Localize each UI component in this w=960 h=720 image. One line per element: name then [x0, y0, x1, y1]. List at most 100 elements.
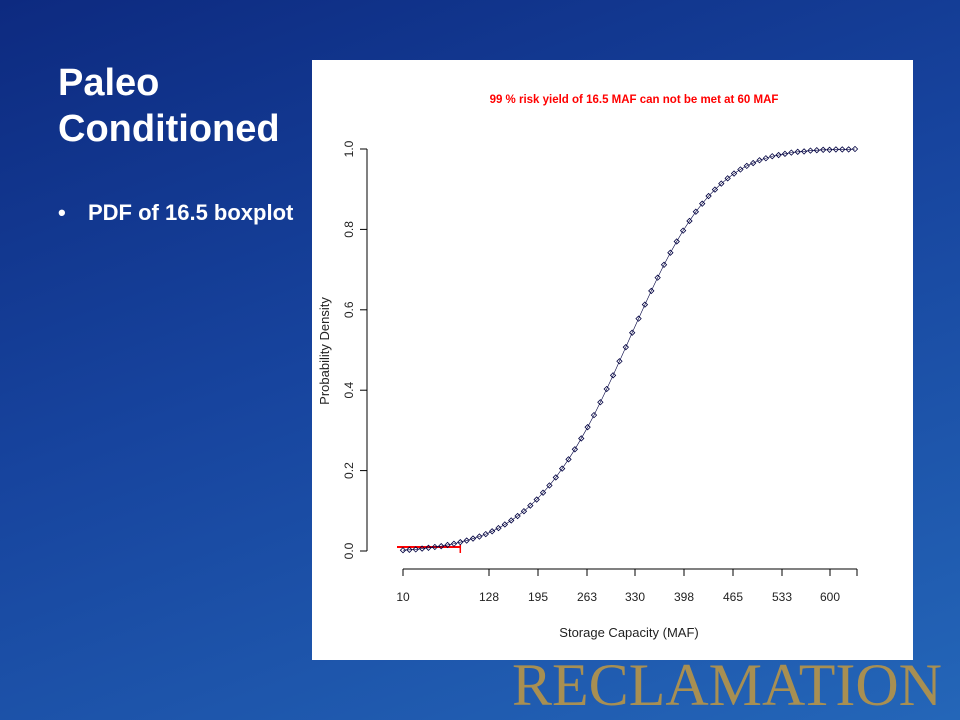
data-point: [609, 372, 617, 379]
data-point: [418, 545, 426, 552]
data-point: [635, 315, 642, 322]
data-point: [501, 521, 509, 528]
data-point: [794, 148, 801, 155]
data-point: [539, 489, 547, 496]
data-point: [788, 149, 795, 156]
data-point: [820, 146, 827, 153]
data-point: [425, 544, 432, 551]
data-point: [743, 162, 750, 170]
data-point: [399, 547, 407, 554]
x-tick-label: 600: [820, 590, 840, 604]
data-point: [584, 424, 591, 431]
data-point: [578, 435, 585, 442]
data-point: [450, 540, 458, 547]
bullet-list: PDF of 16.5 boxplot: [58, 198, 298, 228]
data-point: [705, 192, 712, 200]
data-point: [469, 535, 477, 542]
data-point: [508, 517, 515, 524]
data-point: [412, 546, 419, 553]
data-point: [807, 147, 814, 154]
y-axis-label: Probability Density: [317, 297, 332, 405]
data-point: [660, 261, 668, 268]
x-tick-label: 533: [772, 590, 792, 604]
data-point: [457, 538, 464, 546]
series-line: [402, 148, 856, 551]
data-point: [813, 147, 820, 154]
x-tick-label: 10: [396, 590, 410, 604]
data-point: [629, 329, 636, 336]
data-point: [667, 249, 674, 256]
data-point: [444, 541, 451, 549]
data-point: [711, 186, 719, 193]
data-point: [781, 150, 789, 157]
y-tick-label: 0.6: [342, 301, 356, 318]
data-point: [673, 238, 680, 245]
y-tick-label: 0.0: [342, 542, 356, 559]
data-point: [851, 145, 859, 153]
x-axis: 10 128 195 263 330 398 465 533 600: [396, 568, 858, 604]
title-line-1: Paleo: [58, 62, 160, 104]
data-point: [476, 533, 483, 540]
x-tick-label: 263: [577, 590, 597, 604]
data-point: [730, 170, 738, 177]
y-tick-label: 0.8: [342, 221, 356, 238]
chart-panel: 99 % risk yield of 16.5 MAF can not be m…: [312, 60, 913, 660]
data-point: [520, 508, 528, 515]
data-point: [546, 482, 553, 489]
data-point: [749, 159, 757, 167]
data-point: [756, 157, 763, 164]
x-tick-label: 330: [625, 590, 645, 604]
title-line-2: Conditioned: [58, 108, 280, 150]
data-point: [648, 287, 655, 295]
chart-title: 99 % risk yield of 16.5 MAF can not be m…: [490, 94, 779, 106]
data-point: [533, 496, 540, 503]
reclamation-logo: RECLAMATION: [512, 652, 942, 718]
data-point: [654, 274, 661, 281]
data-point: [590, 411, 598, 419]
x-tick-label: 465: [723, 590, 743, 604]
data-point: [565, 456, 572, 463]
data-point: [839, 146, 846, 153]
data-point: [769, 153, 776, 160]
data-point: [826, 146, 833, 153]
data-point: [845, 146, 852, 153]
data-point: [463, 537, 470, 544]
data-point: [686, 217, 693, 225]
data-point: [482, 530, 489, 538]
data-point: [431, 543, 438, 551]
data-point: [800, 148, 808, 155]
bullet-item: PDF of 16.5 boxplot: [58, 198, 298, 228]
data-point: [699, 200, 706, 207]
data-point: [406, 546, 413, 553]
data-point: [558, 465, 566, 472]
data-point: [603, 385, 610, 393]
y-tick-label: 0.2: [342, 462, 356, 479]
data-point: [616, 358, 623, 365]
data-point: [737, 166, 744, 173]
x-tick-label: 398: [674, 590, 694, 604]
data-point: [775, 151, 782, 159]
data-point: [552, 474, 559, 481]
data-point: [679, 227, 687, 234]
data-point: [692, 208, 700, 215]
bullet-text: PDF of 16.5 boxplot: [88, 200, 294, 225]
data-point: [641, 301, 649, 308]
data-point: [762, 155, 770, 162]
x-tick-label: 195: [528, 590, 548, 604]
data-point: [527, 502, 534, 509]
cdf-chart: 99 % risk yield of 16.5 MAF can not be m…: [317, 94, 859, 640]
data-point: [724, 175, 731, 182]
data-points: [399, 145, 859, 554]
data-point: [514, 512, 521, 520]
slide-title: Paleo Conditioned: [58, 60, 318, 152]
y-tick-label: 1.0: [342, 140, 356, 157]
data-point: [495, 524, 502, 532]
x-axis-label: Storage Capacity (MAF): [559, 625, 698, 640]
data-point: [571, 446, 579, 453]
x-tick-label: 128: [479, 590, 499, 604]
data-point: [597, 399, 604, 406]
data-point: [718, 180, 725, 187]
y-tick-label: 0.4: [342, 382, 356, 399]
data-point: [622, 344, 629, 351]
data-point: [488, 528, 496, 535]
